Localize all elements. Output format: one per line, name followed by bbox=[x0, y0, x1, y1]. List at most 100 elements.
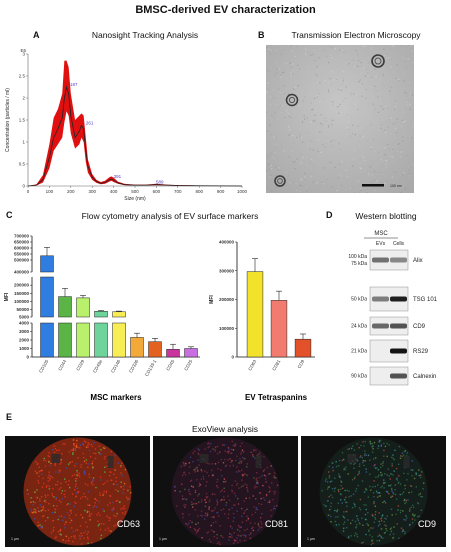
exoview-particle bbox=[220, 470, 221, 471]
exoview-particle bbox=[66, 468, 67, 469]
exoview-particle bbox=[32, 512, 33, 513]
exoview-particle bbox=[123, 486, 124, 487]
tem-grain bbox=[380, 106, 381, 107]
exoview-particle bbox=[256, 507, 257, 508]
panel-letter-d: D bbox=[326, 210, 333, 220]
exoview-particle bbox=[250, 538, 251, 539]
tem-grain bbox=[267, 83, 268, 84]
exoview-particle bbox=[333, 470, 334, 471]
nta-y-tick-label: 1 bbox=[22, 140, 25, 145]
tem-grain bbox=[301, 137, 302, 138]
exoview-particle bbox=[400, 458, 401, 459]
exoview-particle bbox=[211, 525, 212, 526]
exoview-particle bbox=[355, 533, 356, 534]
tem-grain bbox=[343, 78, 344, 79]
exoview-particle bbox=[87, 467, 88, 468]
exoview-particle bbox=[413, 507, 414, 508]
exoview-particle bbox=[91, 444, 92, 445]
exoview-particle bbox=[255, 523, 256, 524]
exoview-particle bbox=[185, 523, 186, 524]
exoview-particle bbox=[233, 543, 234, 544]
exoview-particle bbox=[97, 521, 98, 522]
exoview-particle bbox=[43, 483, 44, 484]
tem-grain bbox=[407, 105, 408, 106]
tem-grain bbox=[401, 126, 402, 127]
exoview-particle bbox=[84, 461, 85, 462]
tem-grain bbox=[322, 144, 323, 145]
tem-grain bbox=[294, 183, 295, 184]
nta-title: Nanosight Tracking Analysis bbox=[40, 30, 250, 40]
tem-grain bbox=[267, 157, 268, 158]
tem-grain bbox=[360, 79, 361, 80]
tem-grain bbox=[351, 116, 352, 117]
exoview-particle bbox=[49, 479, 50, 480]
exoview-particle bbox=[52, 477, 53, 478]
exoview-particle bbox=[372, 515, 373, 516]
exoview-particle bbox=[213, 522, 214, 523]
exoview-particle bbox=[189, 466, 190, 467]
tem-grain bbox=[292, 96, 293, 97]
exoview-particle bbox=[356, 524, 357, 525]
tem-grain bbox=[403, 112, 404, 113]
exoview-particle bbox=[412, 522, 413, 523]
tem-grain bbox=[269, 169, 270, 170]
tem-grain bbox=[356, 95, 357, 96]
exoview-particle bbox=[54, 465, 55, 466]
tem-grain bbox=[324, 50, 325, 51]
exoview-particle bbox=[66, 536, 67, 537]
exoview-particle bbox=[407, 473, 408, 474]
exoview-particle bbox=[268, 486, 269, 487]
exoview-particle bbox=[387, 474, 388, 475]
tem-grain bbox=[286, 110, 287, 111]
exoview-particle bbox=[53, 496, 54, 497]
exoview-particle bbox=[81, 535, 82, 536]
tem-grain bbox=[332, 153, 333, 154]
tem-grain bbox=[296, 46, 297, 47]
exoview-particle bbox=[249, 534, 250, 535]
tem-grain bbox=[360, 127, 361, 128]
tem-grain bbox=[298, 132, 299, 133]
tem-grain bbox=[380, 153, 381, 154]
exoview-particle bbox=[184, 498, 185, 499]
tem-grain bbox=[348, 164, 349, 165]
exoview-particle bbox=[197, 469, 198, 470]
tem-grain bbox=[374, 171, 375, 172]
exoview-particle bbox=[392, 496, 393, 497]
exoview-particle bbox=[108, 530, 109, 531]
exoview-particle bbox=[174, 487, 175, 488]
tem-grain bbox=[309, 66, 310, 67]
exoview-particle bbox=[63, 443, 64, 444]
exoview-particle bbox=[116, 477, 117, 478]
exoview-particle bbox=[212, 448, 213, 449]
tem-grain bbox=[298, 85, 299, 86]
tem-grain bbox=[371, 77, 372, 78]
tem-grain bbox=[402, 57, 403, 58]
tem-grain bbox=[340, 149, 341, 150]
exoview-particle bbox=[196, 479, 197, 480]
tem-grain bbox=[327, 102, 328, 103]
exoview-particle bbox=[223, 508, 224, 509]
exoview-particle bbox=[381, 444, 382, 445]
exoview-particle bbox=[100, 495, 101, 496]
exoview-particle bbox=[207, 496, 208, 497]
exoview-particle bbox=[73, 450, 74, 451]
exoview-particle bbox=[331, 481, 332, 482]
exoview-particle bbox=[204, 518, 205, 519]
exoview-particle bbox=[59, 516, 60, 517]
tem-grain bbox=[306, 133, 307, 134]
exoview-particle bbox=[69, 518, 70, 519]
exoview-particle bbox=[241, 516, 242, 517]
exoview-particle bbox=[191, 480, 192, 481]
exoview-particle bbox=[104, 482, 105, 483]
tem-grain bbox=[317, 82, 318, 83]
exoview-particle bbox=[119, 501, 120, 502]
tem-grain bbox=[313, 150, 314, 151]
tem-grain bbox=[395, 106, 396, 107]
exoview-particle bbox=[373, 480, 374, 481]
exoview-particle bbox=[200, 515, 201, 516]
exoview-particle bbox=[403, 491, 404, 492]
exoview-particle bbox=[249, 497, 250, 498]
exoview-particle bbox=[397, 509, 398, 510]
exoview-particle bbox=[391, 489, 392, 490]
tem-grain bbox=[311, 102, 312, 103]
